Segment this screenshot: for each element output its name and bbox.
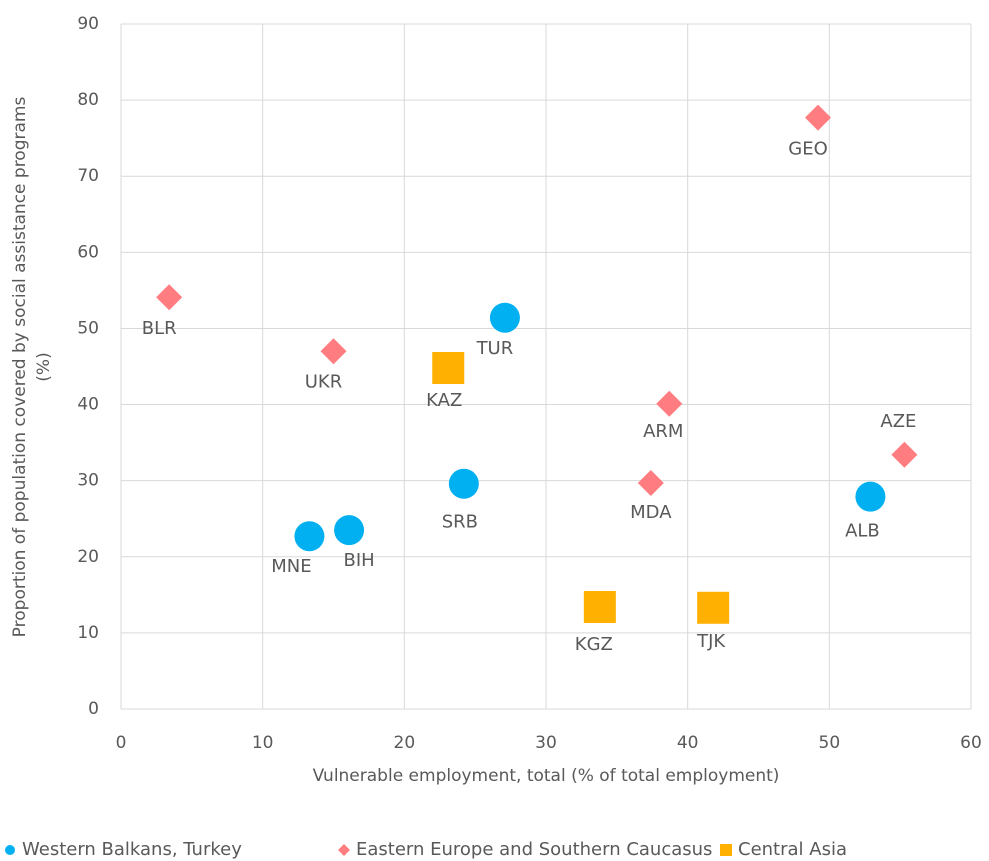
data-point <box>448 468 479 499</box>
x-tick-label: 0 <box>116 733 127 753</box>
point-label: TJK <box>696 631 726 652</box>
data-point <box>656 390 683 417</box>
data-point <box>637 469 664 496</box>
data-point <box>697 591 730 624</box>
x-tick-label: 50 <box>819 733 841 753</box>
point-label: MDA <box>630 502 672 523</box>
data-point <box>432 352 465 385</box>
point-label: ARM <box>643 421 683 442</box>
data-point <box>156 284 183 311</box>
y-tick-label: 80 <box>77 90 99 110</box>
data-point <box>489 302 520 333</box>
point-label: MNE <box>271 556 311 577</box>
point-label: SRB <box>442 512 478 533</box>
legend-marker <box>5 845 15 855</box>
point-label: GEO <box>788 139 828 160</box>
y-tick-label: 90 <box>77 14 99 34</box>
y-axis-label: Proportion of population covered by soci… <box>10 97 30 638</box>
y-tick-label: 60 <box>77 242 99 262</box>
data-point <box>320 338 347 365</box>
data-point <box>334 515 365 546</box>
data-point <box>805 104 831 131</box>
point-label: KGZ <box>575 634 613 655</box>
y-tick-label: 40 <box>77 395 99 415</box>
y-tick-label: 0 <box>88 699 99 719</box>
point-label: ALB <box>845 521 880 542</box>
x-tick-label: 40 <box>677 733 699 753</box>
x-axis-label: Vulnerable employment, total (% of total… <box>313 766 780 786</box>
data-point <box>891 441 918 468</box>
point-label: UKR <box>305 371 343 392</box>
point-label: BIH <box>343 550 374 571</box>
y-tick-label: 20 <box>77 547 99 567</box>
y-tick-label: 30 <box>77 471 99 491</box>
x-tick-label: 10 <box>252 733 274 753</box>
point-label: KAZ <box>426 390 462 411</box>
point-label: TUR <box>476 338 514 359</box>
x-tick-label: 20 <box>394 733 416 753</box>
legend-marker <box>338 844 350 856</box>
y-tick-label: 50 <box>77 318 99 338</box>
legend-marker <box>720 844 732 856</box>
legend-label: Eastern Europe and Southern Caucasus <box>356 839 712 860</box>
legend-label: Central Asia <box>738 839 847 860</box>
data-point <box>583 591 616 624</box>
y-tick-label: 10 <box>77 623 99 643</box>
x-tick-label: 30 <box>535 733 557 753</box>
y-tick-label: 70 <box>77 166 99 186</box>
point-label: BLR <box>142 318 177 339</box>
y-axis-label: (%) <box>34 352 54 381</box>
x-tick-label: 60 <box>960 733 982 753</box>
data-point <box>294 521 325 552</box>
legend-label: Western Balkans, Turkey <box>22 839 242 860</box>
point-label: AZE <box>880 411 916 432</box>
data-point <box>855 481 886 512</box>
